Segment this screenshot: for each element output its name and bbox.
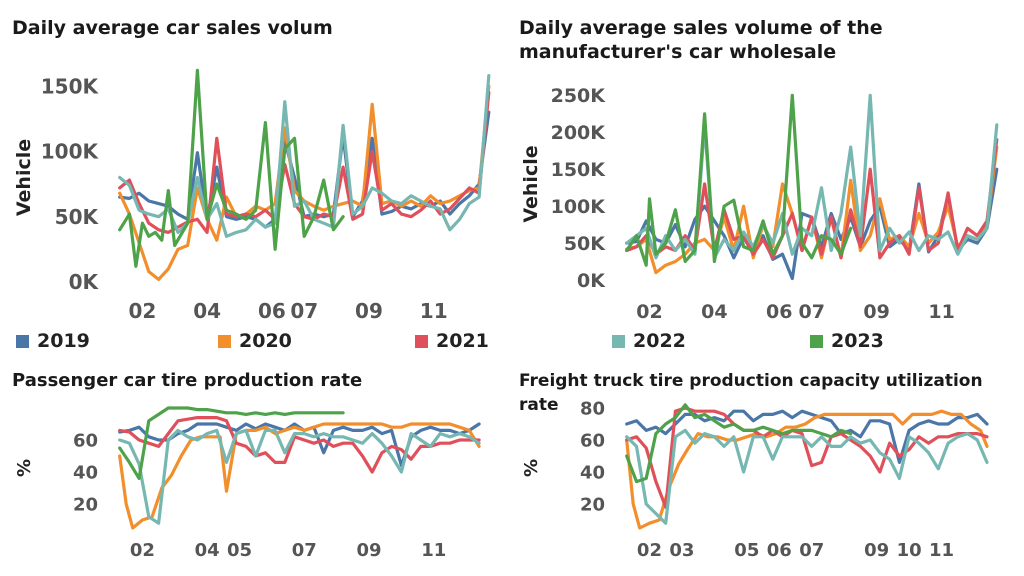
truck_tire-xtick-label: 10: [897, 540, 922, 561]
wholesale-xtick-label: 09: [863, 301, 889, 323]
wholesale-chart-title: Daily average sales volume of the manufa…: [519, 16, 939, 64]
passenger_tire-ytick-label: 40: [73, 462, 98, 483]
wholesale-series-2021-line: [625, 138, 999, 260]
passenger_tire-series-2021-line: [118, 416, 481, 474]
legend-swatch-2021: [415, 334, 428, 348]
wholesale-series-2022-line: [625, 93, 999, 260]
passenger_tire-xtick-label: 04: [195, 540, 220, 561]
sales-chart-title: Daily average car sales volum: [12, 17, 333, 39]
sales-ytick-label: 0K: [69, 270, 100, 294]
wholesale-ytick-label: 0K: [577, 270, 606, 292]
wholesale-series-2023-line: [625, 93, 853, 267]
passenger_tire-ytick-label: 20: [73, 494, 98, 515]
wholesale-xtick-label: 11: [928, 301, 954, 323]
wholesale-ytick-label: 250K: [551, 85, 607, 107]
legend-item-2020: 2020: [218, 330, 292, 352]
sales-xtick-label: 06: [258, 299, 286, 323]
truck_tire-plot: 20 40 60 80 02 03 05 06 07 09 10 11%: [521, 398, 989, 561]
legend-item-2023: 2023: [810, 330, 884, 352]
truck_tire-series-2020-line: [625, 409, 989, 530]
sales-xtick-label: 07: [290, 299, 318, 323]
truck_tire-xtick-label: 03: [669, 540, 694, 561]
passenger_tire-y-axis-label: %: [14, 459, 35, 477]
passenger_tire-series-2020-line: [118, 422, 481, 530]
passenger_tire-xtick-label: 02: [130, 540, 155, 561]
legend-label-2023: 2023: [831, 330, 884, 352]
passenger_tire-xtick-label: 09: [356, 540, 381, 561]
sales-series-2023-line: [118, 68, 345, 268]
wholesale-ytick-label: 150K: [551, 159, 607, 181]
truck-tire-chart-title: Freight truck tire production capacity u…: [519, 371, 983, 415]
wholesale-title-line-2: manufacturer's car wholesale: [519, 41, 837, 63]
sales-ytick-label: 50K: [55, 205, 100, 229]
truck_tire-ytick-label: 40: [580, 462, 605, 483]
passenger_tire-xtick-label: 11: [421, 540, 446, 561]
wholesale-ytick-label: 100K: [551, 196, 607, 218]
legend-swatch-2019: [16, 334, 29, 348]
sales-ytick-label: 100K: [41, 140, 100, 164]
truck_tire-xtick-label: 02: [637, 540, 662, 561]
sales-ytick-label: 150K: [41, 74, 100, 98]
truck_tire-ytick-label: 80: [580, 398, 605, 419]
truck_tire-series-2023-line: [625, 403, 853, 484]
wholesale-xtick-label: 07: [799, 301, 825, 323]
sales-plot: 0K 50K 100K 150K 02 04 06 07 09 11 Vehicle: [13, 68, 491, 323]
truck_tire-xtick-label: 11: [929, 540, 954, 561]
legend-item-2022: 2022: [612, 330, 686, 352]
wholesale-xtick-label: 02: [636, 301, 662, 323]
truck_tire-xtick-label: 06: [767, 540, 792, 561]
passenger-tire-chart-title: Passenger car tire production rate: [12, 370, 363, 391]
truck_tire-ytick-label: 60: [580, 430, 605, 451]
wholesale-xtick-label: 06: [766, 301, 792, 323]
passenger_tire-xtick-label: 05: [227, 540, 252, 561]
wholesale-ytick-label: 200K: [551, 122, 607, 144]
sales-series-2020-line: [118, 84, 491, 281]
legend-item-2019: 2019: [16, 330, 90, 352]
sales-xtick-label: 11: [420, 299, 448, 323]
sales-series-2022-line: [118, 73, 491, 238]
passenger_tire-xtick-label: 07: [292, 540, 317, 561]
legend-label-2019: 2019: [37, 330, 90, 352]
legend-label-2020: 2020: [239, 330, 292, 352]
legend-item-2021: 2021: [415, 330, 489, 352]
legend-swatch-2022: [612, 334, 625, 348]
truck_tire-y-axis-label: %: [521, 459, 542, 477]
sales-xtick-label: 02: [128, 299, 156, 323]
truck_tire-xtick-label: 05: [734, 540, 759, 561]
sales-xtick-label: 09: [355, 299, 383, 323]
wholesale-ytick-label: 50K: [564, 233, 606, 255]
sales-series-2019-line: [118, 110, 491, 229]
legend-label-2022: 2022: [633, 330, 686, 352]
truck_tire-xtick-label: 09: [864, 540, 889, 561]
truck_tire-series-2022-line: [625, 428, 989, 525]
truck_tire-series-2019-line: [625, 409, 989, 464]
truck_tire-xtick-label: 07: [799, 540, 824, 561]
wholesale-y-axis-label: Vehicle: [520, 145, 542, 222]
passenger_tire-series-2023-line: [118, 406, 345, 480]
passenger_tire-ytick-label: 60: [73, 430, 98, 451]
passenger_tire-series-2022-line: [118, 428, 481, 525]
wholesale-plot: 0K 50K 100K 150K 200K 250K 02 04 06 07 09 11 Vehicle: [520, 85, 999, 323]
passenger_tire-plot: 20 40 60 02 04 05 07 09 11%: [14, 406, 481, 561]
sales-y-axis-label: Vehicle: [13, 139, 35, 216]
wholesale-title-line-1: Daily average sales volume of the: [519, 17, 883, 39]
sales-xtick-label: 04: [193, 299, 221, 323]
legend-swatch-2023: [810, 334, 823, 348]
legend: 2019 2020 2021 2022 2023: [0, 330, 1024, 360]
wholesale-xtick-label: 04: [701, 301, 727, 323]
legend-label-2021: 2021: [436, 330, 489, 352]
truck_tire-ytick-label: 20: [580, 494, 605, 515]
legend-swatch-2020: [218, 334, 231, 348]
